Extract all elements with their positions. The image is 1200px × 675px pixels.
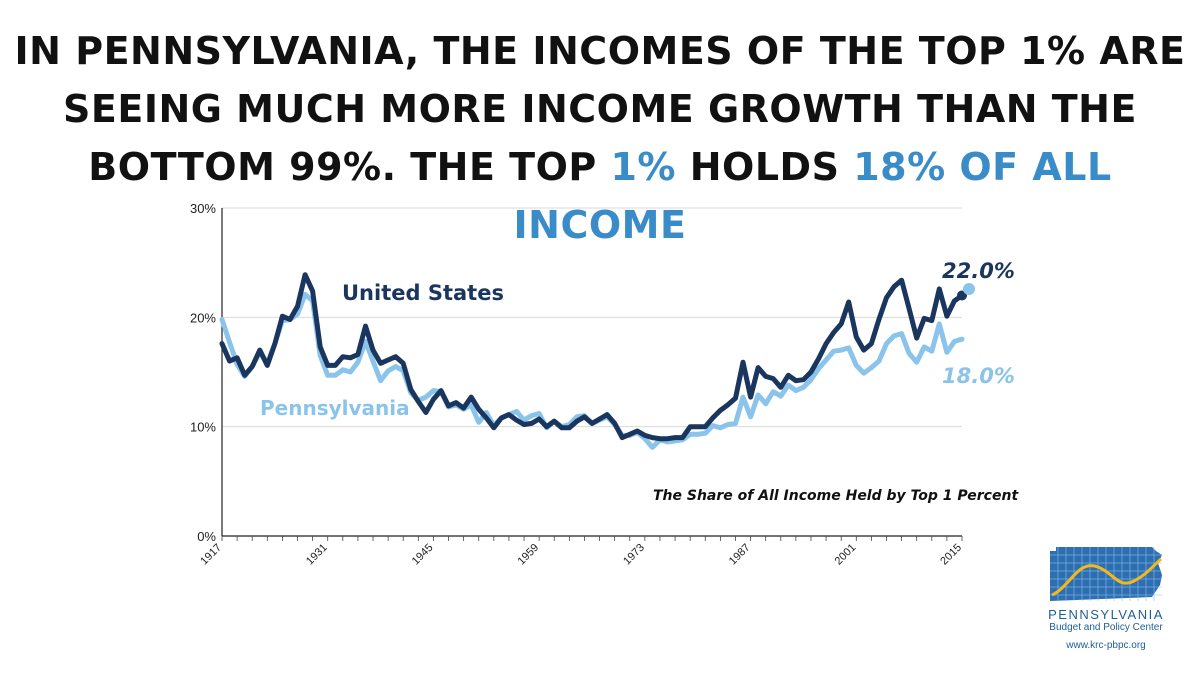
pa-end-marker — [963, 283, 975, 295]
headline: IN PENNSYLVANIA, THE INCOMES OF THE TOP … — [0, 22, 1200, 254]
y-tick-label: 20% — [190, 310, 216, 325]
us-end-value-label: 22.0% — [942, 259, 1015, 283]
pbpc-logo: PENNSYLVANIA Budget and Policy Center ww… — [1048, 545, 1164, 657]
chart-labels: United States Pennsylvania 22.0% 18.0% The S… — [260, 259, 1019, 504]
y-tick-label: 30% — [190, 201, 216, 216]
series-label-united-states: United States — [342, 281, 504, 305]
headline-line-2: SEEING MUCH MORE INCOME GROWTH THAN THE — [63, 87, 1137, 131]
pa-end-value-label: 18.0% — [942, 364, 1015, 388]
series-line-united-states — [219, 272, 965, 442]
x-tick-label: 1959 — [515, 542, 541, 568]
x-tick-label: 2015 — [938, 542, 964, 568]
x-tick-label: 2001 — [833, 542, 859, 568]
logo-org-name: PENNSYLVANIA — [1048, 607, 1164, 622]
axes: 0% 10% 20% 30% 1917 1931 1945 1959 1973 1987 2001 2… — [190, 201, 964, 567]
logo-url[interactable]: www.krc-pbpc.org — [1066, 640, 1146, 651]
headline-line-3-part-2: HOLDS — [675, 145, 854, 189]
gridlines — [222, 207, 962, 537]
x-tick-label: 1931 — [304, 542, 330, 568]
chart-title: The Share of All Income Held by Top 1 Pe… — [653, 488, 1019, 504]
x-tick-label: 1987 — [727, 542, 753, 568]
series-label-pennsylvania: Pennsylvania — [260, 396, 410, 420]
headline-line-3: BOTTOM 99%. THE TOP 1% HOLDS 18% OF ALL … — [0, 138, 1200, 254]
headline-highlight-income: 18% OF ALL INCOME — [513, 145, 1112, 247]
series-lines — [219, 272, 975, 450]
headline-line-1: IN PENNSYLVANIA, THE INCOMES OF THE TOP … — [14, 29, 1186, 73]
headline-highlight-share: 1% — [610, 145, 676, 189]
x-tick-label: 1917 — [198, 542, 224, 568]
pennsylvania-map-logo-icon — [1050, 547, 1162, 601]
logo-org-subtitle: Budget and Policy Center — [1049, 622, 1163, 633]
headline-line-3-part-1: BOTTOM 99%. THE TOP — [88, 145, 611, 189]
y-tick-label: 0% — [197, 529, 216, 544]
x-tick-label: 1945 — [410, 542, 436, 568]
y-tick-label: 10% — [190, 420, 216, 435]
x-tick-label: 1973 — [621, 542, 647, 568]
